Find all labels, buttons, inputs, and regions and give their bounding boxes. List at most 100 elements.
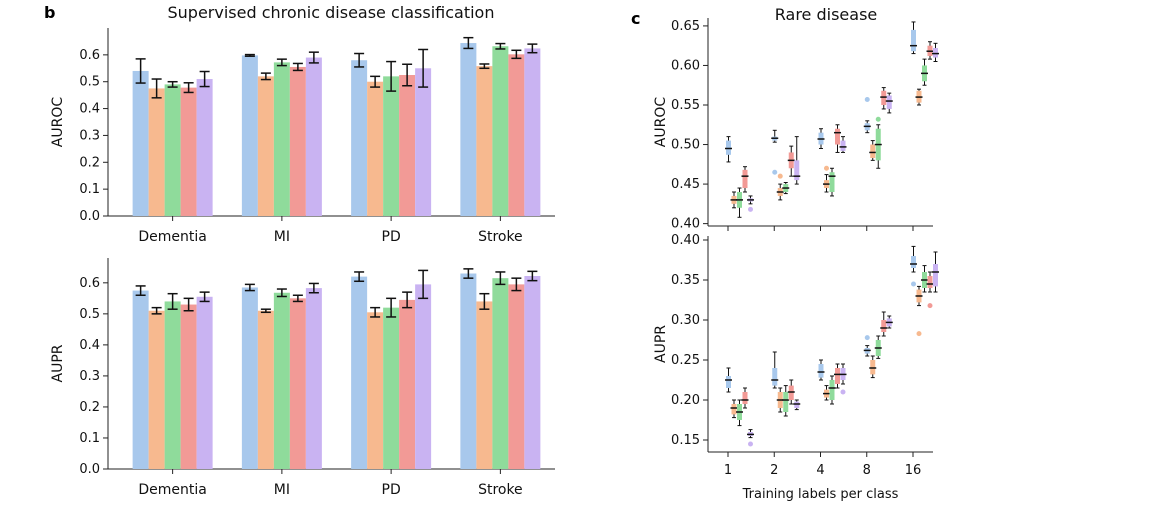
bar xyxy=(508,284,525,469)
y-axis-label: AUROC xyxy=(50,97,66,148)
box xyxy=(835,368,840,384)
box xyxy=(794,401,800,408)
x-tick-label: Stroke xyxy=(478,229,523,245)
box xyxy=(726,140,731,155)
outlier-point xyxy=(824,165,829,171)
y-tick-label: 0.4 xyxy=(79,102,100,117)
bar xyxy=(257,76,274,216)
y-tick-label: 0.4 xyxy=(79,338,100,353)
chart-title: Rare disease xyxy=(775,5,878,24)
y-tick-label: 0.45 xyxy=(671,177,700,192)
box xyxy=(742,169,748,189)
bar xyxy=(524,48,541,216)
bar xyxy=(132,70,149,216)
x-tick-label: Stroke xyxy=(478,482,523,498)
bar xyxy=(460,273,477,469)
bar xyxy=(257,310,274,469)
bar xyxy=(399,299,416,469)
bar xyxy=(415,68,432,217)
y-tick-label: 0.20 xyxy=(671,393,700,408)
y-tick-label: 0.6 xyxy=(79,48,100,63)
box xyxy=(886,95,892,109)
box-chart-c-auroc: 0.40 0.45 0.50 0.55 0.60 0.65 AUROC Rare diseas… xyxy=(653,5,939,232)
y-axis-label: AUPR xyxy=(653,325,669,363)
box xyxy=(788,385,794,400)
y-tick-label: 0.40 xyxy=(671,217,700,232)
bar xyxy=(367,81,384,216)
y-axis-label: AUROC xyxy=(653,97,669,148)
y-tick-label: 0.3 xyxy=(79,369,100,384)
box xyxy=(933,48,938,58)
x-tick-label: PD xyxy=(382,229,401,245)
outlier-point xyxy=(864,335,870,341)
box xyxy=(818,364,824,378)
y-tick-label: 0.40 xyxy=(671,233,700,248)
y-tick-label: 0.3 xyxy=(79,128,100,143)
bar xyxy=(415,284,432,469)
bar xyxy=(148,88,165,216)
box xyxy=(927,276,933,288)
box xyxy=(829,380,835,400)
y-tick-label: 0.2 xyxy=(79,155,100,170)
x-tick-label: Dementia xyxy=(138,229,206,245)
y-tick-label: 0.60 xyxy=(671,58,700,73)
bar xyxy=(399,75,416,216)
x-tick-label: Dementia xyxy=(138,482,206,498)
panel-label-b: b xyxy=(44,3,55,22)
outlier-point xyxy=(777,173,783,179)
y-axis-label: AUPR xyxy=(50,344,66,382)
box xyxy=(829,172,835,192)
bar xyxy=(383,76,400,216)
outlier-point xyxy=(772,169,778,175)
x-tick-label: 1 xyxy=(724,463,732,478)
bar xyxy=(180,87,197,216)
box xyxy=(731,404,737,415)
x-axis-label: Training labels per class xyxy=(742,487,899,502)
bar xyxy=(196,79,213,217)
box xyxy=(783,392,789,412)
y-tick-label: 0.50 xyxy=(671,138,700,153)
bar xyxy=(164,301,181,469)
bar xyxy=(164,84,181,217)
panel-label-c: c xyxy=(631,9,640,28)
bar xyxy=(289,66,306,216)
y-tick-label: 0.0 xyxy=(79,462,100,477)
bar-chart-b-aupr: 0.0 0.1 0.2 0.3 0.4 0.5 0.6 AUPR Dementia MI PD Str… xyxy=(50,258,555,498)
outlier-point xyxy=(911,281,916,287)
outlier-point xyxy=(916,331,922,337)
x-tick-label: 8 xyxy=(863,463,871,478)
outlier-point xyxy=(875,116,881,122)
bar xyxy=(241,55,258,216)
y-tick-label: 0.5 xyxy=(79,75,100,90)
bar xyxy=(383,307,400,469)
bar xyxy=(524,275,541,469)
box xyxy=(911,29,916,52)
box xyxy=(772,368,778,386)
y-tick-label: 0.6 xyxy=(79,276,100,291)
bar xyxy=(367,312,384,469)
x-tick-label: MI xyxy=(274,229,290,245)
box-chart-c-aupr: 0.15 0.20 0.25 0.30 0.35 0.40 AUPR 1 2 4 8 16 Traini… xyxy=(653,233,939,502)
x-tick-label: 2 xyxy=(770,463,778,478)
bar xyxy=(148,310,165,469)
box xyxy=(881,90,887,105)
y-tick-label: 0.15 xyxy=(671,433,700,448)
bar xyxy=(273,292,290,469)
box xyxy=(742,392,748,404)
bar xyxy=(241,287,258,469)
bar xyxy=(289,298,306,469)
bar xyxy=(508,54,525,216)
y-tick-label: 0.5 xyxy=(79,307,100,322)
box xyxy=(840,140,846,151)
bar xyxy=(476,66,493,216)
y-tick-label: 0.55 xyxy=(671,98,700,113)
box xyxy=(870,144,876,158)
y-tick-label: 0.0 xyxy=(79,209,100,224)
box xyxy=(835,128,840,145)
y-tick-label: 0.35 xyxy=(671,273,700,288)
x-tick-label: MI xyxy=(274,482,290,498)
y-tick-label: 0.1 xyxy=(79,431,100,446)
bar xyxy=(180,304,197,469)
box xyxy=(933,264,938,287)
